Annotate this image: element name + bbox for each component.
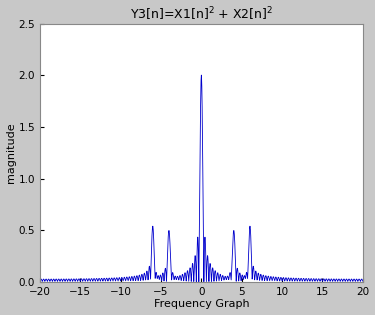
Title: Y3[n]=X1[n]$^2$ + X2[n]$^2$: Y3[n]=X1[n]$^2$ + X2[n]$^2$ xyxy=(130,6,273,23)
X-axis label: Frequency Graph: Frequency Graph xyxy=(153,300,249,309)
Y-axis label: magnitude: magnitude xyxy=(6,123,15,183)
